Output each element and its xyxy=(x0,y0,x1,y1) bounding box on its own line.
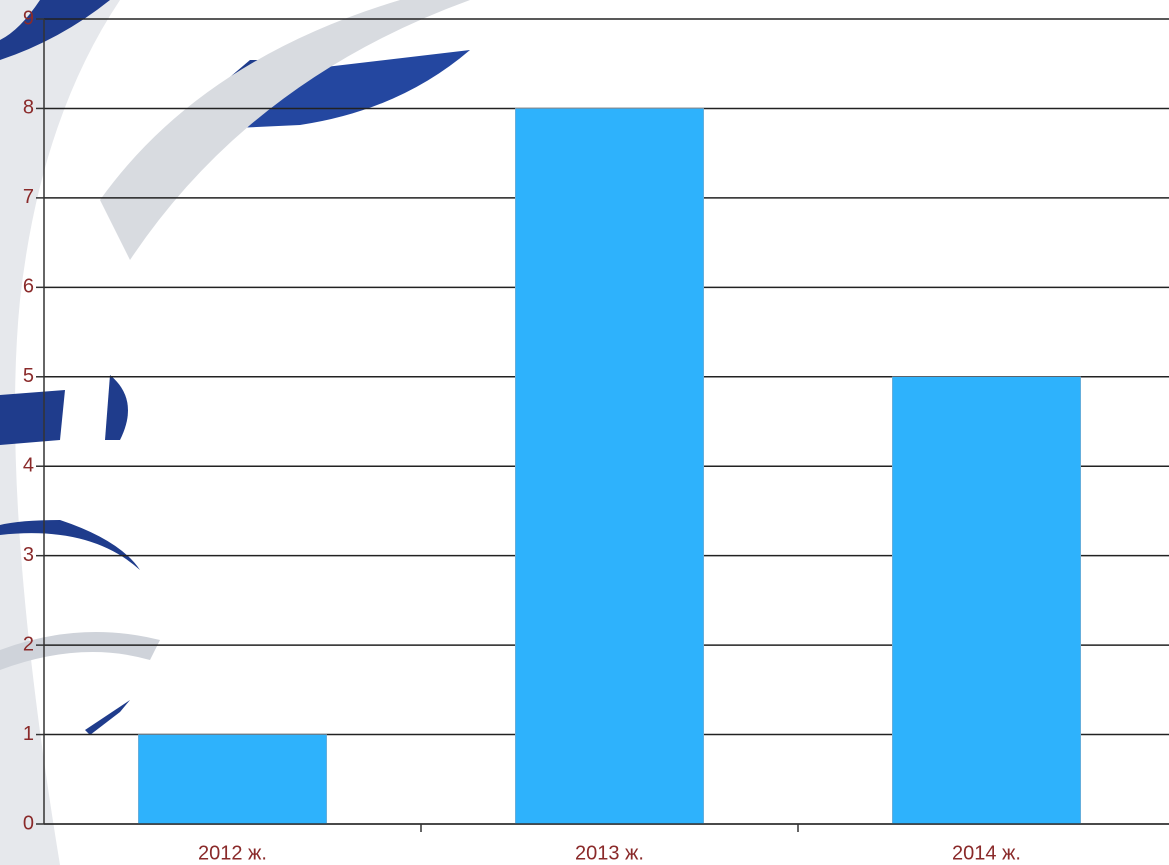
y-tick-label: 7 xyxy=(23,186,34,208)
y-tick-label: 6 xyxy=(23,276,34,298)
y-tick-label: 0 xyxy=(23,812,34,834)
y-tick-label: 9 xyxy=(23,7,34,29)
y-tick-label: 5 xyxy=(23,365,34,387)
y-tick-label: 2 xyxy=(23,633,34,655)
y-tick-label: 4 xyxy=(23,455,34,477)
x-tick-label: 2012 ж. xyxy=(198,842,267,864)
x-tick-label: 2013 ж. xyxy=(575,842,644,864)
y-tick-label: 3 xyxy=(23,544,34,566)
bar xyxy=(515,108,704,825)
x-tick-label: 2014 ж. xyxy=(952,842,1021,864)
bar xyxy=(138,734,327,825)
y-tick-label: 1 xyxy=(23,723,34,745)
y-tick-label: 8 xyxy=(23,97,34,119)
bar xyxy=(892,376,1081,825)
